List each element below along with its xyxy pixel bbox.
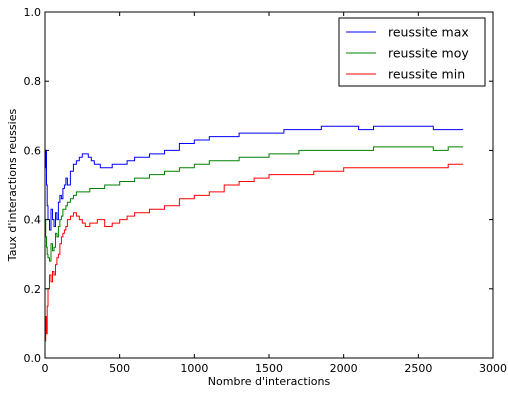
y-tick-label: 0.6: [24, 144, 42, 157]
y-tick-label: 0.8: [24, 75, 42, 88]
legend-label-moy: reussite moy: [388, 46, 469, 61]
series-line-2: [45, 163, 464, 342]
series-line-0: [45, 125, 464, 231]
x-axis-label: Nombre d'interactions: [208, 375, 331, 388]
y-tick-label: 0.2: [24, 283, 42, 296]
y-tick-label: 0.0: [24, 352, 42, 365]
x-tick-label: 2000: [330, 362, 358, 375]
x-tick-label: 2500: [404, 362, 432, 375]
y-axis-ticks: 0.0 0.2 0.4 0.6 0.8 1.0: [24, 6, 493, 365]
legend-box: [338, 17, 486, 87]
x-tick-label: 3000: [479, 362, 507, 375]
legend-label-min: reussite min: [388, 67, 465, 82]
y-axis-label: Taux d'interactions reussies: [6, 109, 19, 263]
x-tick-label: 1500: [255, 362, 283, 375]
series-lines: [45, 125, 464, 342]
x-axis-ticks: 0 500 1000 1500 2000 2500 3000: [42, 12, 507, 375]
y-tick-label: 0.4: [24, 214, 42, 227]
x-tick-label: 0: [42, 362, 49, 375]
series-line-1: [45, 146, 464, 262]
x-tick-label: 1000: [180, 362, 208, 375]
x-tick-label: 500: [109, 362, 130, 375]
legend-label-max: reussite max: [388, 25, 469, 40]
legend: reussite max reussite moy reussite min: [338, 17, 486, 87]
y-tick-label: 1.0: [24, 6, 42, 19]
